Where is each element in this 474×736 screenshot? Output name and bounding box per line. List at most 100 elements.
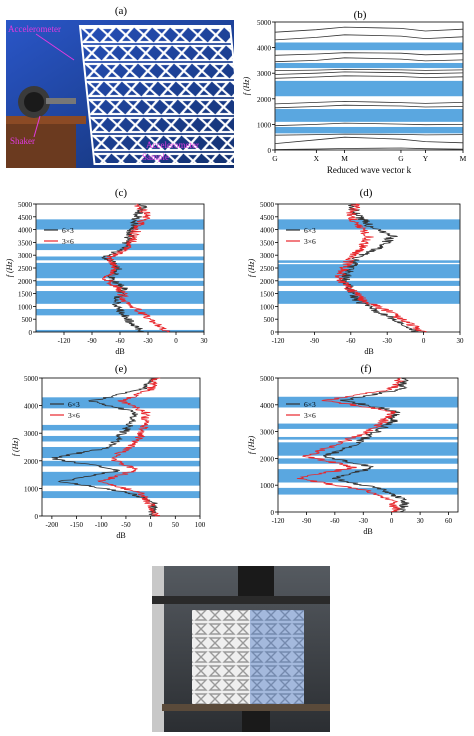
bandgap-band (36, 219, 204, 230)
y-tick-label: 5000 (18, 201, 33, 209)
band-curve (274, 104, 464, 109)
bandgap-band (275, 80, 463, 97)
y-tick-label: 4000 (18, 227, 33, 235)
x-tick-label: 60 (445, 517, 453, 525)
x-tick-label: -200 (45, 521, 58, 529)
y-tick-label: 5000 (257, 19, 272, 27)
series-line-3x6 (296, 377, 404, 513)
y-axis-label: f (Hz) (247, 435, 256, 454)
legend-label: 3×6 (68, 411, 80, 420)
y-tick-label: 2000 (18, 278, 33, 286)
x-tick-label: -30 (359, 517, 369, 525)
y-tick-label: 0 (29, 329, 33, 337)
x-tick-label: 0 (149, 521, 153, 529)
y-tick-label: 4000 (257, 45, 272, 53)
band-curve (274, 122, 464, 127)
annotation-text: Accelerometer (146, 140, 199, 150)
y-tick-label: 2000 (260, 455, 275, 463)
bandgap-band (36, 243, 204, 251)
y-tick-label: 1000 (18, 303, 33, 311)
x-tick-label: -90 (310, 337, 320, 345)
y-tick-label: 1500 (260, 291, 275, 299)
band-curve (274, 136, 464, 144)
x-tick-label: -50 (121, 521, 131, 529)
y-tick-label: 5000 (260, 201, 275, 209)
legend-label: 6×3 (68, 400, 80, 409)
annotation-text: Accelerometer (8, 24, 61, 34)
legend-label: 3×6 (304, 411, 316, 420)
y-tick-label: 0 (268, 147, 272, 155)
x-axis-label: dB (116, 531, 125, 540)
bandgap-band (42, 491, 200, 499)
panel-label: (f) (361, 363, 372, 375)
band-curve (274, 26, 464, 33)
bandgap-band (42, 471, 200, 486)
y-tick-label: 5000 (24, 375, 39, 383)
x-tick-label: 0 (174, 337, 178, 345)
band-curve (274, 71, 464, 75)
y-tick-label: 1000 (24, 485, 39, 493)
panel-label: (c) (115, 187, 128, 199)
x-tick-label: 30 (457, 337, 465, 345)
x-tick-label: -120 (272, 517, 285, 525)
bandgap-band (42, 424, 200, 431)
x-axis-label: dB (363, 527, 372, 536)
y-tick-label: 2500 (260, 265, 275, 273)
photo-compression-test (152, 566, 330, 732)
series-line-6x3 (340, 203, 420, 333)
x-tick-label: M (341, 154, 348, 163)
y-tick-label: 2000 (257, 96, 272, 104)
x-tick-label: 50 (172, 521, 180, 529)
band-curve (274, 57, 464, 63)
series-line-3x6 (102, 203, 171, 333)
y-tick-label: 500 (264, 316, 275, 324)
y-tick-label: 2000 (260, 278, 275, 286)
x-axis-label: dB (115, 347, 124, 356)
bandgap-band (36, 291, 204, 304)
bandgap-band (36, 262, 204, 279)
bandgap-band (278, 442, 458, 456)
series-line-6x3 (51, 377, 160, 517)
y-axis-label: f (Hz) (247, 258, 256, 277)
y-axis-label: f (Hz) (242, 76, 251, 95)
legend-label: 6×3 (304, 226, 316, 235)
legend-label: 6×3 (304, 400, 316, 409)
legend-label: 3×6 (304, 237, 316, 246)
panel-label: (d) (360, 187, 373, 199)
y-tick-label: 4000 (260, 227, 275, 235)
x-tick-label: -100 (95, 521, 108, 529)
x-tick-label: -150 (70, 521, 83, 529)
x-tick-label: 30 (201, 337, 209, 345)
series-line-6x3 (323, 377, 410, 513)
bandgap-band (36, 280, 204, 286)
panel-label: (a) (115, 5, 128, 17)
bandgap-band (275, 42, 463, 51)
y-tick-label: 3000 (257, 70, 272, 78)
y-tick-label: 3000 (18, 252, 33, 260)
y-tick-label: 4000 (24, 403, 39, 411)
y-tick-label: 1000 (257, 121, 272, 129)
y-tick-label: 0 (35, 513, 39, 521)
bandgap-band (36, 256, 204, 261)
y-tick-label: 1500 (18, 291, 33, 299)
x-tick-label: -90 (87, 337, 97, 345)
x-tick-label: 30 (417, 517, 425, 525)
x-tick-label: G (272, 154, 278, 163)
x-tick-label: -60 (346, 337, 356, 345)
x-axis-label: dB (364, 347, 373, 356)
x-tick-label: -120 (58, 337, 71, 345)
x-tick-label: X (314, 154, 320, 163)
shaker-icon (18, 86, 76, 118)
x-tick-label: -120 (272, 337, 285, 345)
x-axis-label: Reduced wave vector k (327, 165, 412, 175)
y-tick-label: 2000 (24, 458, 39, 466)
plot-frame (41, 377, 201, 517)
y-tick-label: 3000 (260, 252, 275, 260)
series-line-3x6 (334, 203, 427, 333)
y-tick-label: 0 (271, 329, 275, 337)
bandgap-band (275, 62, 463, 69)
annotation-text: Shaker (10, 136, 35, 146)
x-tick-label: M (460, 154, 467, 163)
y-tick-label: 5000 (260, 375, 275, 383)
